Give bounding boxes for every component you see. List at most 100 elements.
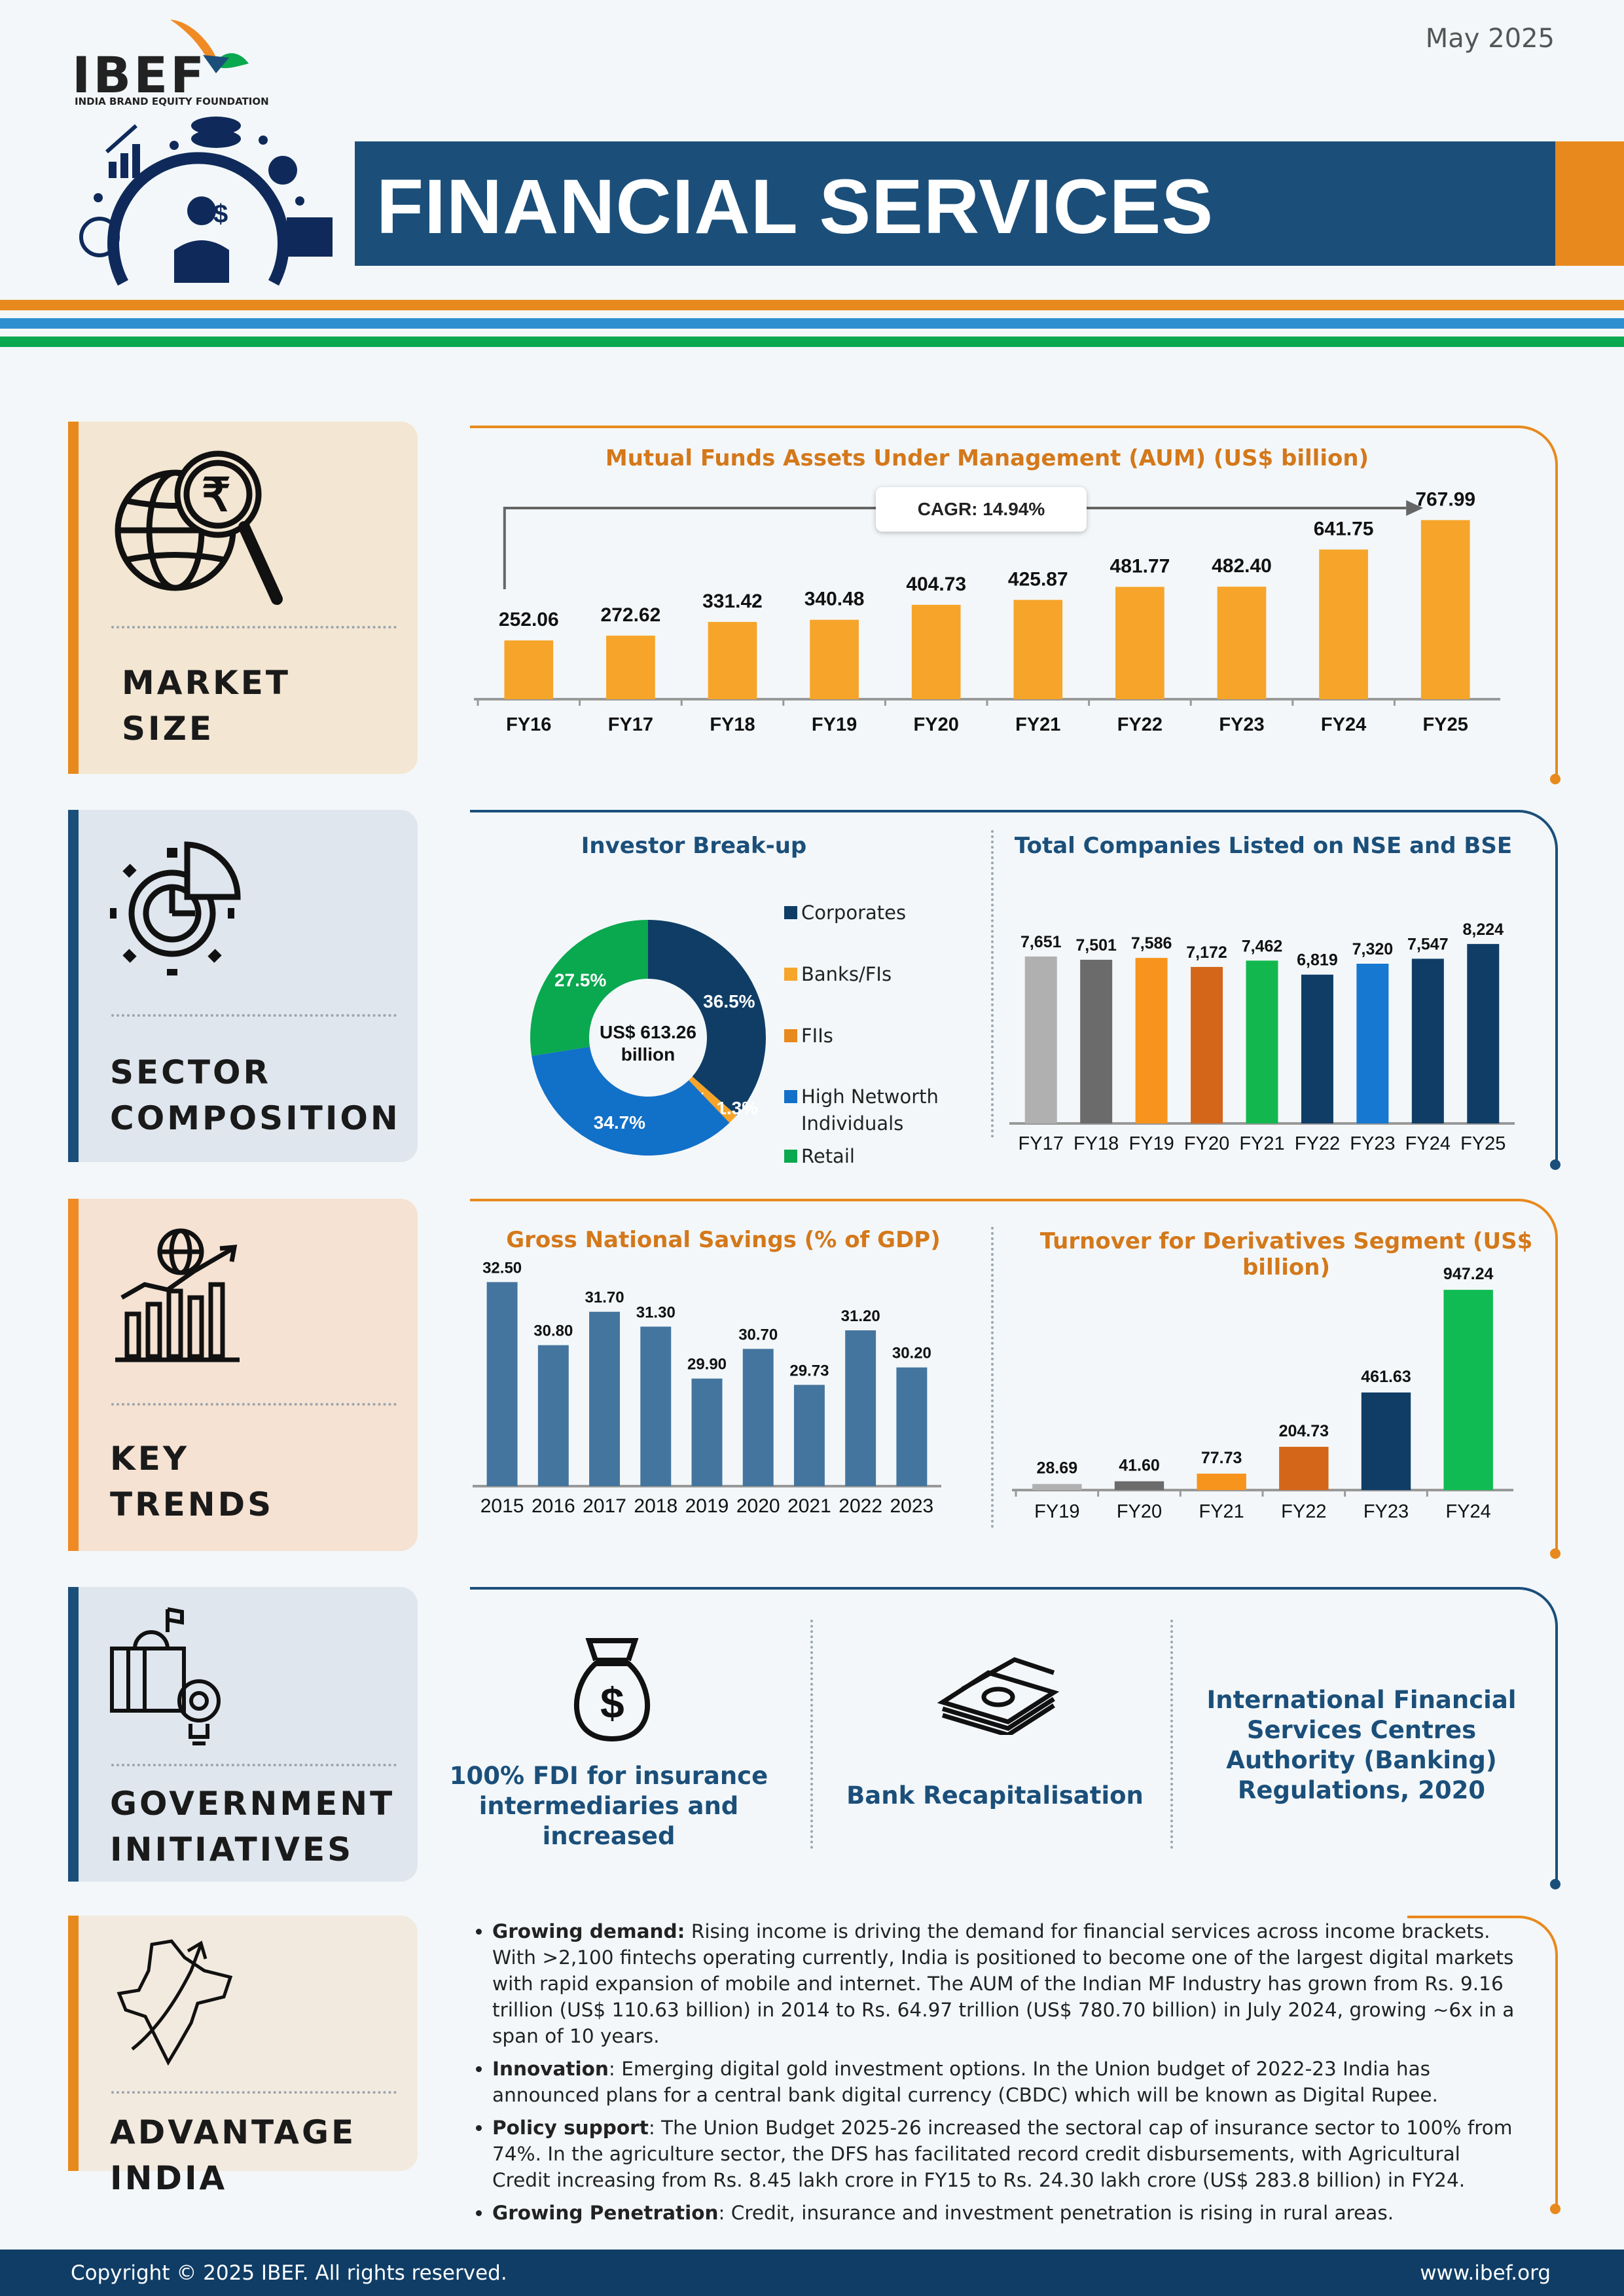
legend-entry: Banks/FIs [801,963,892,985]
data-label: 32.50 [482,1259,522,1277]
bar [708,621,757,699]
logo-subtitle: INDIA BRAND EQUITY FOUNDATION [75,96,269,107]
sector-composition-bar [68,810,79,1162]
bar [911,604,961,699]
initiatives-separator-2 [1170,1620,1173,1849]
data-label: 30.20 [892,1345,931,1362]
bar [793,1385,825,1486]
legend-entry: Retail [801,1145,855,1167]
cash-stack-icon [937,1657,1060,1735]
tick-label: FY24 [1446,1501,1491,1522]
tick-label: 2018 [634,1495,677,1517]
bar [1443,1290,1493,1490]
cagr-annotation: CAGR: 14.94% [876,487,1087,532]
tick-label: 2019 [685,1495,729,1517]
pie-slice-label: 27.5% [554,970,606,991]
advantage-india-bar [68,1916,79,2171]
tick-label: FY20 [1117,1501,1162,1522]
data-label: 252.06 [499,609,559,630]
bar [1024,956,1057,1123]
advantage-item: Growing demand: Rising income is driving… [492,1918,1516,2049]
tick-label: FY21 [1239,1133,1284,1154]
logo-text: IBEF [72,46,208,104]
tick-label: FY18 [710,714,755,735]
key-trends-bar [68,1199,79,1551]
tick-label: FY18 [1074,1133,1119,1154]
market-size-frame [470,426,1558,776]
copyright-text: Copyright © 2025 IBEF. All rights reserv… [71,2261,507,2285]
bar [1032,1484,1082,1490]
pie-slice-label: 36.5% [703,991,755,1011]
bar [1356,964,1389,1123]
advantage-india-divider [111,2091,397,2094]
advantage-india-label-line1: ADVANTAGE [110,2113,357,2151]
market-size-bar [68,422,79,774]
legend-swatch [784,906,797,919]
tick-label: FY16 [506,714,551,735]
tick-label: FY22 [1117,714,1163,735]
bar [1411,958,1444,1123]
market-size-frame-dot [1550,774,1561,784]
bar [1197,1473,1246,1490]
tick-label: FY24 [1405,1133,1451,1154]
pie-slice-label: 1.3% [716,1098,758,1118]
bar [606,635,655,699]
bar [1191,966,1223,1123]
tick-label: 2022 [839,1495,882,1517]
legend-swatch [784,1090,797,1103]
data-label: 204.73 [1279,1422,1329,1440]
green-stripe [0,337,1624,347]
tick-label: FY23 [1350,1133,1395,1154]
title-banner [355,141,1555,266]
legend-entry: FIIs [801,1025,833,1047]
tick-label: FY17 [1019,1133,1064,1154]
bar [1115,587,1164,699]
data-label: 8,224 [1462,920,1504,939]
data-label: 767.99 [1415,488,1475,510]
bar [1361,1392,1411,1490]
legend-entry: Corporates [801,902,907,924]
sector-composition-label-line1: SECTOR [110,1053,271,1091]
svg-text:₹: ₹ [202,469,231,520]
advantage-item-head: Growing demand: [492,1920,685,1942]
listed-companies-chart: 7,651 FY17 7,501 FY18 7,586 FY19 7,172 FY20 7,46… [1009,920,1515,1154]
tick-label: 2020 [736,1495,780,1517]
india-map-icon [117,1939,233,2066]
government-initiatives-label-line2: INITIATIVES [110,1831,354,1868]
page-title: FINANCIAL SERVICES [376,164,1214,250]
tick-label: FY23 [1219,714,1264,735]
aum-chart: 252.06 FY16 272.62 FY17 331.42 FY18 340.48 FY19… [474,488,1500,735]
key-trends-frame [470,1199,1558,1551]
data-label: 7,651 [1020,933,1062,951]
bar [486,1282,518,1486]
legend-swatch [784,1150,797,1163]
data-label: 482.40 [1212,555,1272,577]
bird-logo-icon [170,20,249,73]
data-label: 272.62 [601,604,661,626]
data-label: 77.73 [1201,1449,1242,1467]
savings-chart: 32.50 2015 30.80 2016 31.70 2017 31.30 2018 29.9… [473,1259,941,1517]
gear-pie-icon [110,841,241,975]
bar [742,1349,774,1486]
government-building-icon [110,1607,221,1745]
bar [1080,959,1113,1123]
title-banner-accent [1555,141,1624,266]
tick-label: 2017 [583,1495,626,1517]
advantage-india-label: ADVANTAGE INDIA [110,2109,356,2201]
tick-label: FY19 [1128,1133,1174,1154]
website-link[interactable]: www.ibef.org [1420,2261,1551,2285]
data-label: 331.42 [702,591,763,612]
market-size-label-line1: MARKET [122,664,291,702]
tick-label: FY17 [608,714,653,735]
aum-chart-title: Mutual Funds Assets Under Management (AU… [605,445,1369,471]
bar [1013,600,1063,699]
tick-label: FY20 [914,714,959,735]
tick-label: 2015 [480,1495,524,1517]
tick-label: 2021 [787,1495,831,1517]
cagr-arrow-line [503,507,1407,589]
advantage-item-head: Innovation [492,2058,609,2080]
advantage-india-frame [1407,1916,1558,2206]
data-label: 7,586 [1131,934,1172,953]
bar [845,1330,876,1486]
pie-center-line2: billion [621,1044,676,1065]
